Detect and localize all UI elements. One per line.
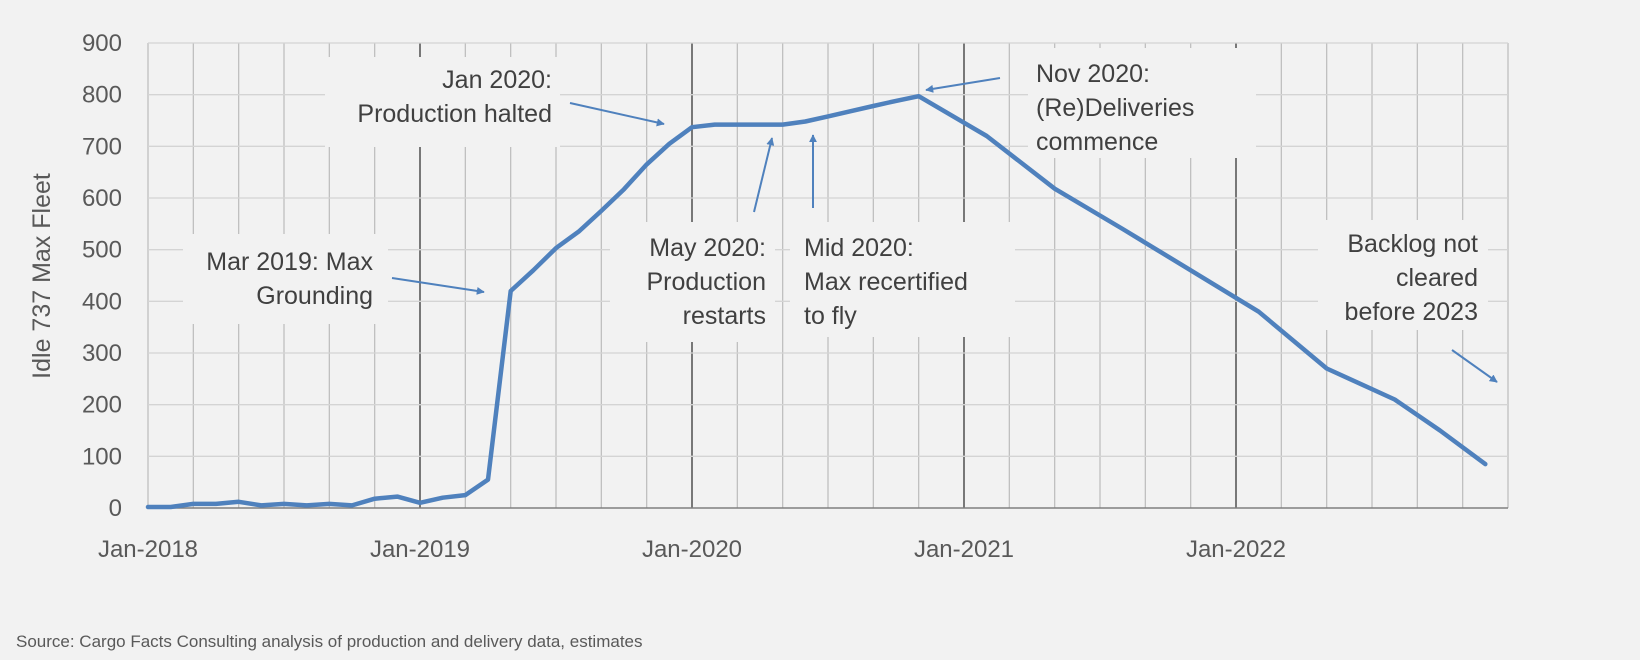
annotation-mar2019: Mar 2019: Max Grounding — [183, 234, 485, 324]
annotation-text: Production — [646, 268, 766, 296]
annotation-text: Grounding — [256, 282, 373, 310]
y-tick-label: 200 — [82, 392, 122, 419]
y-tick-label: 900 — [82, 30, 122, 57]
series-line — [145, 93, 1488, 510]
annotation-text: cleared — [1396, 264, 1478, 292]
annotation-text: Mar 2019: Max — [206, 248, 373, 276]
annotation-arrow — [569, 102, 665, 127]
annotation-text: May 2020: — [649, 234, 766, 262]
y-tick-label: 100 — [82, 443, 122, 470]
x-tick-labels: Jan-2018 Jan-2019 Jan-2020 Jan-2021 Jan-2022 — [98, 536, 1286, 563]
annotation-text: Mid 2020: — [804, 234, 914, 262]
x-tick-label: Jan-2021 — [914, 536, 1014, 563]
y-tick-label: 500 — [82, 237, 122, 264]
series-layer — [145, 93, 1488, 510]
annotations: Mar 2019: Max Grounding Jan 2020: Productio… — [183, 48, 1498, 383]
annotation-nov2020: Nov 2020: (Re)Deliveries commence — [925, 48, 1256, 158]
annotation-text: to fly — [804, 302, 857, 330]
annotation-jan2020: Jan 2020: Production halted — [325, 57, 665, 147]
annotation-text: before 2023 — [1345, 298, 1478, 326]
annotation-arrow — [391, 277, 485, 295]
y-axis-label: Idle 737 Max Fleet — [28, 173, 56, 379]
annotation-mid2020: Mid 2020: Max recertified to fly — [790, 134, 1015, 337]
annotation-background — [790, 222, 1015, 337]
annotation-text: Jan 2020: — [442, 66, 552, 94]
annotation-may2020: May 2020: Production restarts — [610, 137, 775, 342]
annotation-backlog: Backlog not cleared before 2023 — [1318, 220, 1498, 383]
annotation-background — [1318, 220, 1488, 330]
annotation-background — [610, 222, 775, 342]
annotation-text: Nov 2020: — [1036, 60, 1150, 88]
annotation-text: Backlog not — [1347, 230, 1478, 258]
horizontal-gridlines — [148, 42, 1508, 457]
x-tick-label: Jan-2022 — [1186, 536, 1286, 563]
annotation-arrow — [925, 77, 1001, 93]
annotation-arrow — [1451, 349, 1498, 383]
annotation-text: (Re)Deliveries — [1036, 94, 1194, 122]
y-tick-label: 600 — [82, 185, 122, 212]
annotation-background — [1028, 48, 1256, 158]
y-tick-label: 400 — [82, 288, 122, 315]
y-tick-labels: 0 100 200 300 400 500 600 700 800 900 — [82, 30, 122, 522]
annotation-text: Production halted — [357, 100, 552, 128]
y-tick-label: 700 — [82, 133, 122, 160]
x-tick-label: Jan-2018 — [98, 536, 198, 563]
y-tick-label: 300 — [82, 340, 122, 367]
x-tick-label: Jan-2019 — [370, 536, 470, 563]
annotation-background — [325, 57, 560, 147]
x-tick-label: Jan-2020 — [642, 536, 742, 563]
annotation-background — [183, 234, 388, 324]
annotation-arrow — [753, 137, 775, 213]
y-tick-label: 0 — [109, 495, 122, 522]
annotation-text: Max recertified — [804, 268, 968, 296]
annotation-text: restarts — [683, 302, 766, 330]
annotation-text: commence — [1036, 128, 1158, 156]
source-note: Source: Cargo Facts Consulting analysis … — [16, 632, 643, 651]
y-tick-label: 800 — [82, 82, 122, 109]
